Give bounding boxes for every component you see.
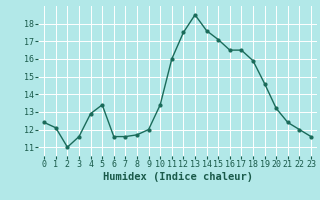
X-axis label: Humidex (Indice chaleur): Humidex (Indice chaleur) [103,172,252,182]
